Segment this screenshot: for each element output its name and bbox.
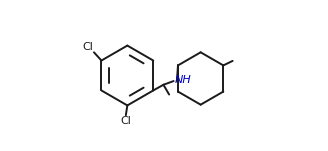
Text: NH: NH xyxy=(174,75,191,85)
Text: Cl: Cl xyxy=(82,42,93,51)
Text: Cl: Cl xyxy=(120,116,131,126)
